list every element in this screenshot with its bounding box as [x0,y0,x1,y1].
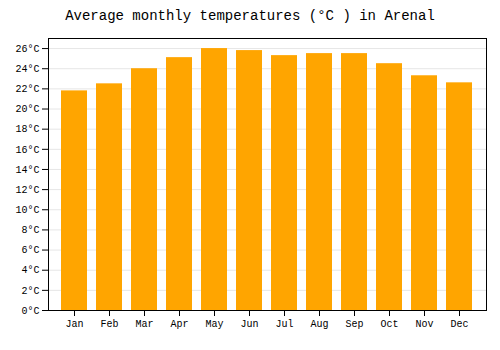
svg-text:Mar: Mar [135,319,153,330]
svg-text:8°C: 8°C [21,225,39,236]
svg-text:10°C: 10°C [15,205,39,216]
svg-text:14°C: 14°C [15,165,39,176]
svg-text:26°C: 26°C [15,44,39,55]
svg-text:22°C: 22°C [15,84,39,95]
svg-text:Jul: Jul [275,319,293,330]
svg-text:20°C: 20°C [15,104,39,115]
svg-text:Jun: Jun [240,319,258,330]
svg-text:Jan: Jan [65,319,83,330]
svg-text:18°C: 18°C [15,124,39,135]
svg-text:Apr: Apr [170,319,188,330]
svg-text:2°C: 2°C [21,286,39,297]
svg-text:May: May [205,319,223,330]
svg-text:16°C: 16°C [15,145,39,156]
svg-text:Dec: Dec [450,319,468,330]
svg-text:4°C: 4°C [21,265,39,276]
svg-text:Nov: Nov [415,319,433,330]
svg-text:Sep: Sep [345,319,363,330]
svg-text:12°C: 12°C [15,185,39,196]
svg-text:Feb: Feb [100,319,118,330]
html-text:Average monthly temperatures (: Average monthly temperatures (°C ) in Ar… [65,8,435,24]
svg-text:24°C: 24°C [15,64,39,75]
svg-text:Oct: Oct [380,319,398,330]
svg-text:6°C: 6°C [21,245,39,256]
svg-text:Aug: Aug [310,319,328,330]
svg-text:0°C: 0°C [21,306,39,317]
